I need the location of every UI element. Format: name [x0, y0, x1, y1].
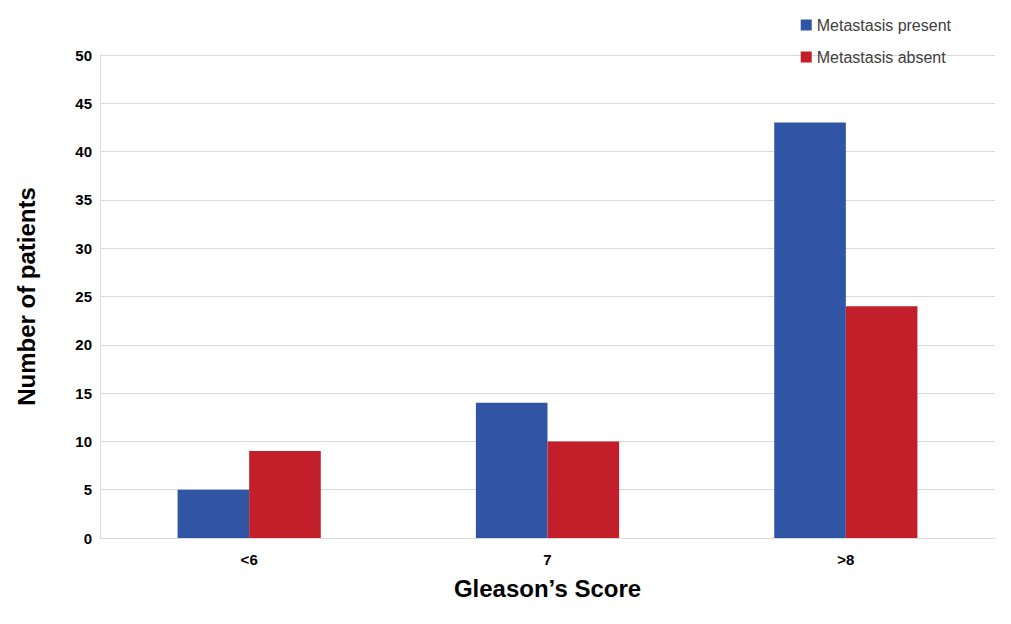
svg-text:0: 0: [84, 530, 92, 547]
svg-text:Gleason’s Score: Gleason’s Score: [454, 575, 641, 602]
svg-text:10: 10: [75, 433, 92, 450]
svg-text:Metastasis present: Metastasis present: [817, 17, 952, 34]
svg-text:50: 50: [75, 47, 92, 64]
svg-text:>8: >8: [837, 551, 854, 568]
svg-text:45: 45: [75, 95, 92, 112]
svg-text:25: 25: [75, 288, 92, 305]
svg-text:20: 20: [75, 336, 92, 353]
svg-text:Number of patients: Number of patients: [13, 187, 40, 406]
svg-text:7: 7: [543, 551, 551, 568]
svg-text:40: 40: [75, 143, 92, 160]
svg-text:30: 30: [75, 240, 92, 257]
svg-text:15: 15: [75, 385, 92, 402]
svg-text:Metastasis absent: Metastasis absent: [817, 49, 947, 66]
svg-text:35: 35: [75, 191, 92, 208]
svg-text:<6: <6: [241, 551, 258, 568]
svg-text:5: 5: [84, 481, 92, 498]
